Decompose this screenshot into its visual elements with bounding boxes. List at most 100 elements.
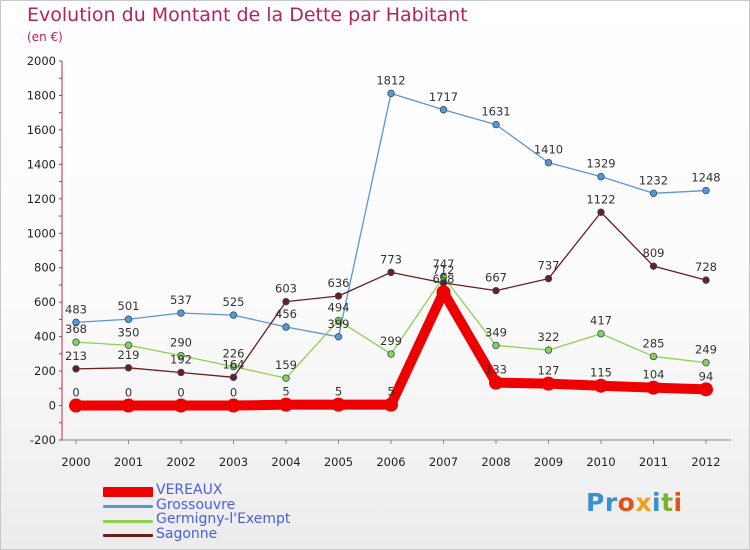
data-label: 5 xyxy=(335,385,342,399)
data-point xyxy=(489,375,503,390)
data-point xyxy=(331,397,346,412)
logo-letter: i xyxy=(652,488,662,517)
data-point xyxy=(72,338,80,346)
data-point xyxy=(124,364,133,372)
data-label: 299 xyxy=(380,334,402,348)
legend-swatch xyxy=(103,519,153,523)
data-label: 1122 xyxy=(586,192,615,206)
data-label: 159 xyxy=(275,358,297,372)
data-point xyxy=(387,350,395,358)
data-label: 290 xyxy=(170,336,192,350)
data-point xyxy=(702,358,710,367)
y-tick-label: 1800 xyxy=(27,88,56,102)
x-tick-label: 2001 xyxy=(114,455,143,469)
data-label: 494 xyxy=(328,300,350,314)
data-point xyxy=(597,330,605,338)
legend-item: Grossouvre xyxy=(103,496,403,515)
data-label: 747 xyxy=(433,257,455,271)
data-point xyxy=(544,346,553,354)
logo-letter: P xyxy=(586,488,605,517)
data-point xyxy=(334,292,343,300)
legend-item: Sagonne xyxy=(103,525,403,544)
chart-subtitle: (en €) xyxy=(27,30,63,44)
data-point xyxy=(649,189,658,198)
data-point xyxy=(702,276,710,284)
data-label: 133 xyxy=(485,363,507,377)
data-point xyxy=(334,333,343,341)
data-label: 5 xyxy=(387,385,394,399)
data-label: 350 xyxy=(118,325,140,339)
data-point xyxy=(492,286,500,295)
data-label: 368 xyxy=(65,322,87,336)
y-tick-label: 0 xyxy=(49,399,56,413)
data-point xyxy=(226,398,241,413)
data-point xyxy=(597,208,605,216)
data-point xyxy=(174,398,188,413)
data-point xyxy=(279,397,293,412)
data-point xyxy=(649,352,658,361)
data-label: 127 xyxy=(538,364,560,378)
data-label: 213 xyxy=(65,349,87,363)
data-label: 1232 xyxy=(639,173,668,187)
data-point xyxy=(387,89,395,98)
data-label: 1410 xyxy=(534,143,563,157)
y-tick-label: 600 xyxy=(34,295,56,309)
data-label: 1717 xyxy=(429,90,458,104)
legend-swatch xyxy=(103,487,153,498)
data-point xyxy=(72,318,80,327)
y-tick-label: 1200 xyxy=(27,192,56,206)
data-label: 322 xyxy=(538,330,560,344)
data-point xyxy=(492,120,500,129)
data-label: 0 xyxy=(177,386,184,400)
x-tick-label: 2008 xyxy=(481,455,510,469)
y-tick-label: 400 xyxy=(34,330,56,344)
data-point xyxy=(334,316,343,325)
data-label: 1812 xyxy=(376,73,405,87)
data-point xyxy=(124,341,133,349)
data-label: 94 xyxy=(699,369,714,383)
legend-swatch xyxy=(103,534,153,538)
data-point xyxy=(436,285,451,300)
legend-label: Sagonne xyxy=(156,525,218,542)
logo-letter: r xyxy=(604,488,618,517)
data-label: 773 xyxy=(380,252,402,266)
data-point xyxy=(282,374,290,382)
data-label: 226 xyxy=(223,347,245,361)
data-label: 5 xyxy=(282,385,289,399)
chart-axes: -200020040060080010001200140016001800200… xyxy=(27,54,731,469)
data-point xyxy=(282,323,290,331)
data-label: 737 xyxy=(538,259,560,273)
logo-letter: i xyxy=(673,488,683,517)
data-point xyxy=(229,311,238,319)
data-label: 1329 xyxy=(586,157,615,171)
data-point xyxy=(229,362,238,371)
data-label: 249 xyxy=(695,343,717,357)
data-point xyxy=(699,382,713,397)
x-tick-label: 2000 xyxy=(61,455,90,469)
data-point xyxy=(544,158,553,167)
data-point xyxy=(177,368,185,377)
legend-label: Grossouvre xyxy=(156,496,236,513)
data-labels-layer: 0 0 0 0 5 5 5 658 133 127 115 104 94 483 501 537 525 456 3… xyxy=(65,73,721,399)
data-label: 712 xyxy=(433,263,455,277)
data-label: 537 xyxy=(170,293,192,307)
data-point xyxy=(121,398,136,413)
legend-swatch xyxy=(103,505,153,509)
data-label: 636 xyxy=(328,276,350,290)
y-tick-label: 1600 xyxy=(27,123,56,137)
y-tick-label: 1400 xyxy=(27,157,56,171)
data-point xyxy=(72,365,80,373)
x-tick-label: 2006 xyxy=(376,455,405,469)
data-point xyxy=(544,274,553,283)
x-tick-label: 2012 xyxy=(691,455,720,469)
x-tick-label: 2011 xyxy=(639,455,668,469)
legend-label: Germigny-l'Exempt xyxy=(156,511,291,527)
data-label: 115 xyxy=(590,366,612,380)
y-tick-label: 1000 xyxy=(27,226,56,240)
data-point xyxy=(597,172,605,181)
y-tick-label: 800 xyxy=(34,261,56,275)
data-point xyxy=(646,380,661,395)
data-label: 1248 xyxy=(691,171,720,185)
